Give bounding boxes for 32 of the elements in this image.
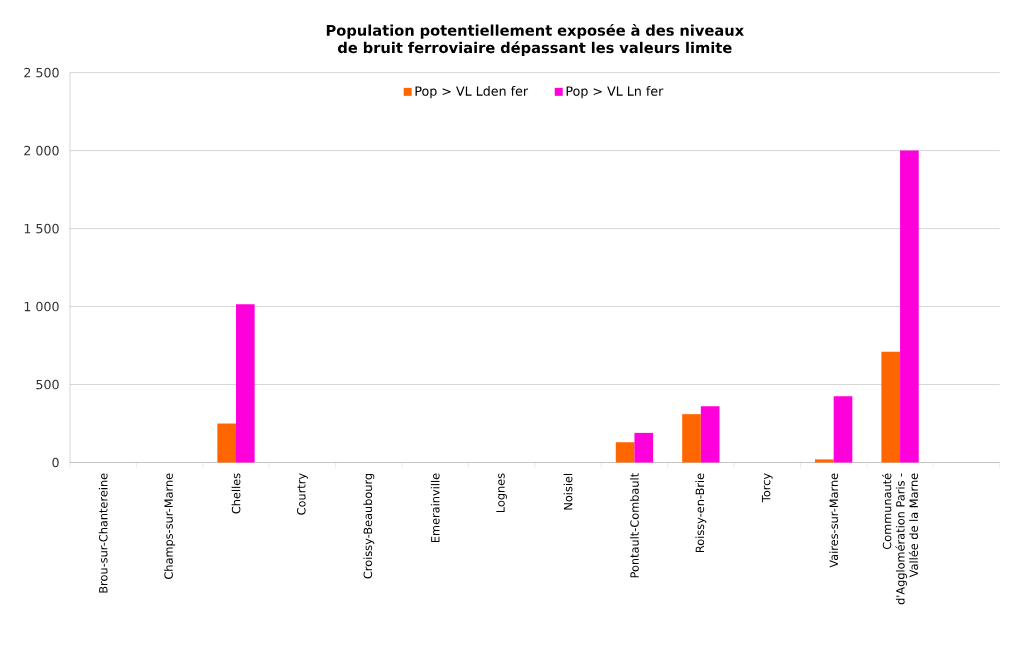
x-tick-label: Courtry bbox=[297, 473, 308, 515]
bar bbox=[682, 413, 701, 463]
bar bbox=[700, 406, 720, 463]
x-tick-label: Emerainville bbox=[430, 473, 440, 542]
y-tick-label: 1 000 bbox=[24, 301, 59, 312]
bar bbox=[815, 459, 834, 463]
chart-title: Population potentiellement exposée à des niveaux de bruit ferroviaire dépassant les valeurs limite bbox=[326, 23, 744, 56]
x-tick-label: Croissy-Beaubourg bbox=[363, 473, 375, 579]
legend-label: Pop > VL Ln fer bbox=[566, 85, 664, 99]
x-tick-label: Roissy-en-Brie bbox=[695, 473, 707, 552]
bar bbox=[236, 304, 255, 463]
y-tick-label: 2 500 bbox=[24, 67, 59, 78]
x-tick-label: Chelles bbox=[231, 473, 241, 514]
legend-label: Pop > VL Lden fer bbox=[415, 85, 529, 99]
bar bbox=[615, 442, 635, 463]
x-tick-label: Noisiel bbox=[563, 473, 573, 510]
x-tick-label: Torcy bbox=[761, 473, 773, 502]
x-tick-label: Pontault-Combault bbox=[630, 472, 639, 578]
bar bbox=[217, 423, 236, 463]
y-tick-label: 500 bbox=[36, 379, 59, 390]
x-tick-label: Brou-sur-Chantereine bbox=[98, 473, 108, 593]
bar bbox=[900, 150, 919, 463]
x-tick-label: Lognes bbox=[496, 473, 507, 512]
x-tick-label: Champs-sur-Marne bbox=[164, 473, 176, 579]
y-tick-label: 1 500 bbox=[24, 223, 59, 234]
x-tick-label: Vaires-sur-Marne bbox=[829, 473, 839, 568]
bar bbox=[833, 396, 853, 463]
x-tick-label: Communauté d'Agglomération Paris - Vallée de la Marne bbox=[882, 473, 919, 605]
y-tick-label: 0 bbox=[52, 457, 59, 468]
bar bbox=[881, 351, 901, 463]
bar bbox=[634, 432, 654, 463]
y-tick-label: 2 000 bbox=[24, 145, 59, 156]
